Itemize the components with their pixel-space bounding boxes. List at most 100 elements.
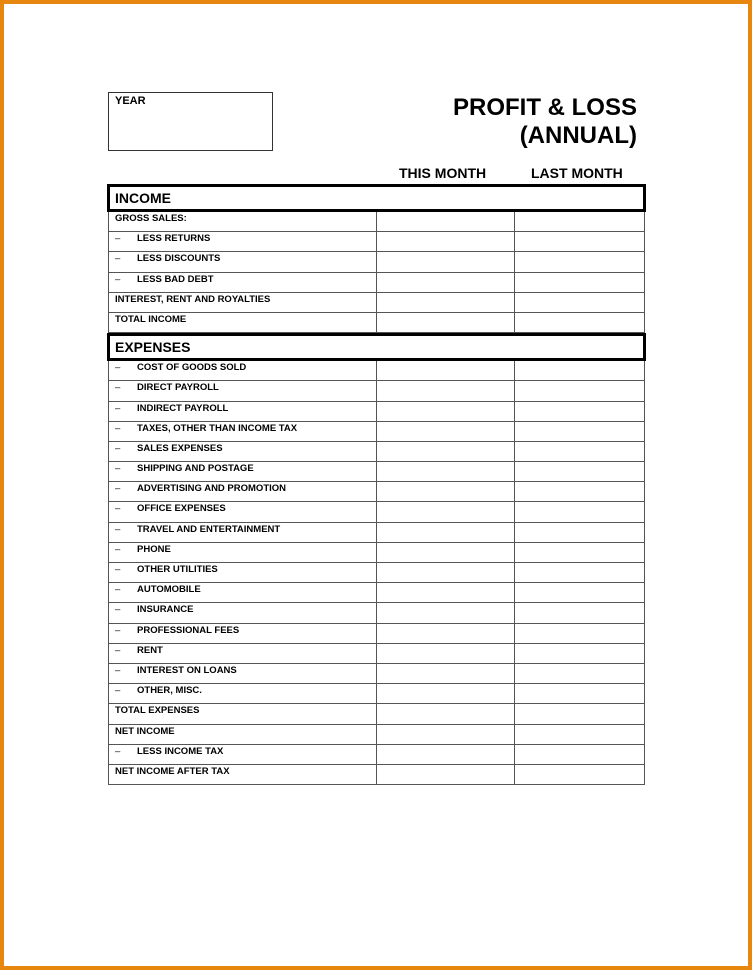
table-row: – SALES EXPENSES bbox=[108, 441, 645, 463]
this-month-cell[interactable] bbox=[377, 462, 515, 482]
title-line-2: (ANNUAL) bbox=[519, 122, 637, 149]
this-month-cell[interactable] bbox=[377, 212, 515, 232]
this-month-cell[interactable] bbox=[377, 744, 515, 764]
row-label-text: INSURANCE bbox=[137, 604, 194, 616]
title-line-1: PROFIT & LOSS bbox=[452, 94, 637, 121]
this-month-cell[interactable] bbox=[377, 312, 515, 333]
last-month-cell[interactable] bbox=[515, 442, 644, 461]
row-label-text: SALES EXPENSES bbox=[137, 442, 223, 454]
this-month-cell[interactable] bbox=[377, 232, 515, 252]
row-label-text: INTEREST ON LOANS bbox=[137, 664, 237, 676]
this-month-cell[interactable] bbox=[377, 563, 515, 583]
this-month-cell[interactable] bbox=[377, 502, 515, 522]
row-label: – DIRECT PAYROLL bbox=[109, 381, 377, 401]
this-month-cell[interactable] bbox=[377, 252, 515, 272]
table-row: – ADVERTISING AND PROMOTION bbox=[108, 482, 645, 503]
last-month-cell[interactable] bbox=[515, 381, 644, 400]
last-month-cell[interactable] bbox=[515, 624, 644, 643]
last-month-cell[interactable] bbox=[515, 502, 644, 521]
this-month-cell[interactable] bbox=[377, 272, 515, 292]
row-label: – SHIPPING AND POSTAGE bbox=[109, 462, 377, 482]
this-month-cell[interactable] bbox=[377, 542, 515, 562]
table-row: – COST OF GOODS SOLD bbox=[108, 361, 645, 382]
last-month-cell[interactable] bbox=[515, 765, 644, 784]
table-row: – LESS INCOME TAX bbox=[108, 744, 645, 765]
this-month-cell[interactable] bbox=[377, 421, 515, 441]
last-month-cell[interactable] bbox=[515, 482, 644, 501]
last-month-cell[interactable] bbox=[515, 704, 644, 723]
last-month-cell[interactable] bbox=[515, 293, 644, 312]
this-month-cell[interactable] bbox=[377, 522, 515, 542]
last-month-cell[interactable] bbox=[515, 543, 644, 562]
this-month-cell[interactable] bbox=[377, 663, 515, 684]
row-label: TOTAL INCOME bbox=[109, 312, 377, 333]
table-row: – AUTOMOBILE bbox=[108, 583, 645, 604]
row-label-text: DIRECT PAYROLL bbox=[137, 382, 219, 394]
table-row: – DIRECT PAYROLL bbox=[108, 381, 645, 402]
last-month-cell[interactable] bbox=[515, 563, 644, 582]
last-month-cell[interactable] bbox=[515, 402, 644, 421]
last-month-cell[interactable] bbox=[515, 523, 644, 542]
last-month-cell[interactable] bbox=[515, 232, 644, 251]
last-month-cell[interactable] bbox=[515, 603, 644, 622]
year-field[interactable]: YEAR bbox=[108, 92, 273, 151]
row-label: – LESS BAD DEBT bbox=[109, 272, 377, 292]
this-month-cell[interactable] bbox=[377, 704, 515, 724]
this-month-cell[interactable] bbox=[377, 724, 515, 744]
last-month-cell[interactable] bbox=[515, 725, 644, 744]
table-row: – OTHER, MISC. bbox=[108, 684, 645, 705]
dash-marker: – bbox=[115, 503, 121, 515]
row-label: – COST OF GOODS SOLD bbox=[109, 361, 377, 381]
last-month-cell[interactable] bbox=[515, 252, 644, 271]
row-label: – PROFESSIONAL FEES bbox=[109, 623, 377, 643]
row-label-text: TOTAL EXPENSES bbox=[115, 705, 200, 717]
last-month-cell[interactable] bbox=[515, 583, 644, 602]
this-month-cell[interactable] bbox=[377, 381, 515, 401]
last-month-cell[interactable] bbox=[515, 462, 644, 481]
row-label-text: AUTOMOBILE bbox=[137, 584, 201, 596]
this-month-cell[interactable] bbox=[377, 684, 515, 704]
row-label-text: SHIPPING AND POSTAGE bbox=[137, 463, 254, 475]
row-label: – SALES EXPENSES bbox=[109, 441, 377, 462]
last-month-cell[interactable] bbox=[515, 745, 644, 764]
last-month-cell[interactable] bbox=[515, 313, 644, 332]
this-month-cell[interactable] bbox=[377, 603, 515, 623]
row-label-text: OFFICE EXPENSES bbox=[137, 503, 226, 515]
row-label: – INTEREST ON LOANS bbox=[109, 663, 377, 684]
table-row: NET INCOME AFTER TAX bbox=[108, 764, 645, 786]
last-month-cell[interactable] bbox=[515, 273, 644, 292]
last-month-cell[interactable] bbox=[515, 361, 644, 380]
row-label: – INSURANCE bbox=[109, 603, 377, 623]
last-month-cell[interactable] bbox=[515, 664, 644, 683]
this-month-cell[interactable] bbox=[377, 643, 515, 663]
this-month-cell[interactable] bbox=[377, 583, 515, 603]
dash-marker: – bbox=[115, 523, 121, 535]
table-row: – SHIPPING AND POSTAGE bbox=[108, 462, 645, 483]
dash-marker: – bbox=[115, 604, 121, 616]
column-header-last-month: LAST MONTH bbox=[531, 165, 623, 181]
table-row: – INDIRECT PAYROLL bbox=[108, 401, 645, 422]
row-label: TOTAL EXPENSES bbox=[109, 704, 377, 724]
last-month-cell[interactable] bbox=[515, 684, 644, 703]
table-row: – OTHER UTILITIES bbox=[108, 563, 645, 584]
dash-marker: – bbox=[115, 685, 121, 697]
this-month-cell[interactable] bbox=[377, 361, 515, 381]
row-label-text: COST OF GOODS SOLD bbox=[137, 362, 247, 374]
dash-marker: – bbox=[115, 422, 121, 434]
this-month-cell[interactable] bbox=[377, 764, 515, 785]
row-label: – TRAVEL AND ENTERTAINMENT bbox=[109, 522, 377, 542]
row-label: – LESS INCOME TAX bbox=[109, 744, 377, 764]
this-month-cell[interactable] bbox=[377, 292, 515, 312]
this-month-cell[interactable] bbox=[377, 441, 515, 462]
table-row: – RENT bbox=[108, 643, 645, 664]
last-month-cell[interactable] bbox=[515, 212, 644, 231]
last-month-cell[interactable] bbox=[515, 422, 644, 441]
row-label-text: GROSS SALES: bbox=[115, 213, 187, 224]
this-month-cell[interactable] bbox=[377, 401, 515, 421]
last-month-cell[interactable] bbox=[515, 644, 644, 663]
table-row: – INTEREST ON LOANS bbox=[108, 663, 645, 685]
this-month-cell[interactable] bbox=[377, 482, 515, 502]
row-label: – OFFICE EXPENSES bbox=[109, 502, 377, 522]
this-month-cell[interactable] bbox=[377, 623, 515, 643]
row-label-text: OTHER UTILITIES bbox=[137, 564, 218, 575]
